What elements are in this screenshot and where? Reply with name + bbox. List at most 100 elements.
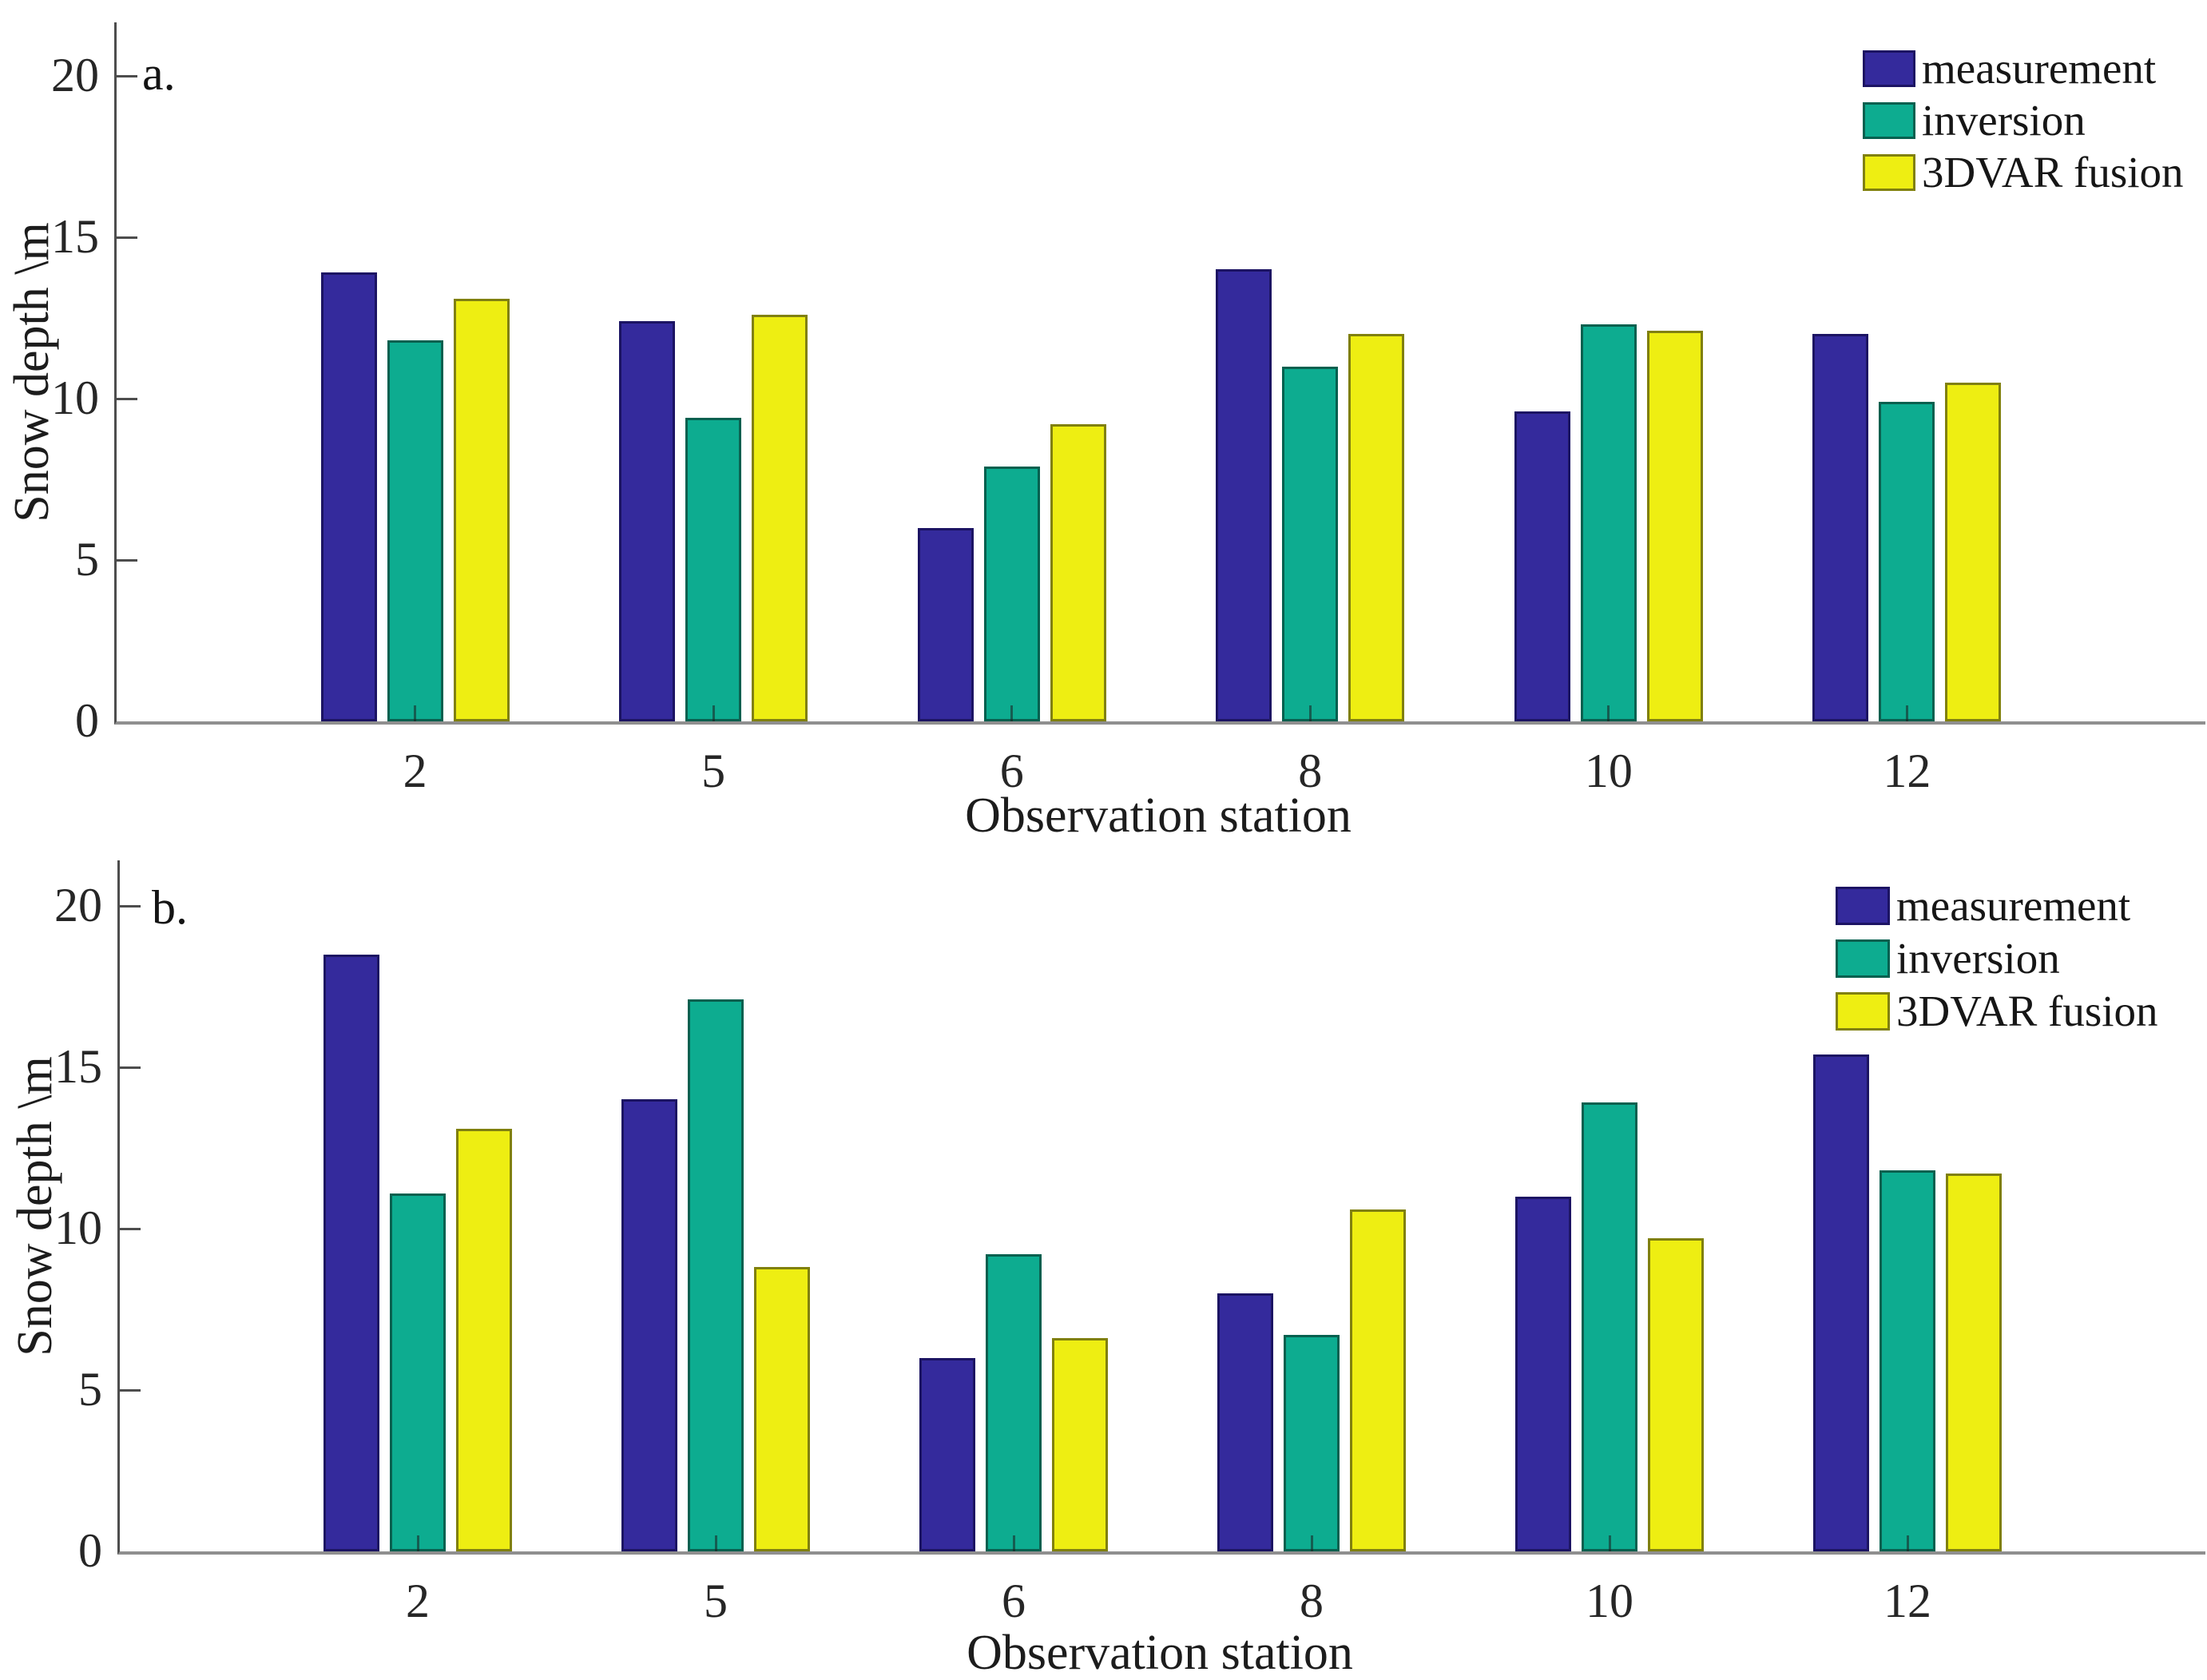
x-axis-tick-station-8 — [1310, 1535, 1313, 1551]
bar-b-station12-inversion — [1880, 1170, 1935, 1551]
x-axis-tick-station-10 — [1607, 705, 1610, 721]
x-axis-tick-label-station-6: 6 — [999, 745, 1024, 797]
bar-a-station6-measurement — [917, 527, 974, 721]
x-axis-tick-station-6 — [1012, 1535, 1015, 1551]
x-axis-tick-station-6 — [1010, 705, 1014, 721]
legend-swatch-3dvar-fusion — [1863, 153, 1915, 191]
bar-a-station8-3dvar-fusion — [1348, 334, 1405, 721]
bar-b-station10-measurement — [1515, 1196, 1571, 1551]
legend-label-measurement: measurement — [1896, 881, 2131, 930]
x-axis-tick-station-2 — [416, 1535, 419, 1551]
panel-b: Snow depth \m 0 5 10 15 20 2 5 6 8 10 12 b. Observ… — [0, 839, 2207, 1680]
y-axis-tick-5 — [117, 558, 137, 562]
legend-label-measurement: measurement — [1922, 44, 2157, 93]
bar-b-station2-inversion — [390, 1193, 446, 1551]
panel-b-letter: b. — [152, 881, 188, 934]
panel-a-xlabel: Observation station — [965, 788, 1352, 843]
legend-swatch-3dvar-fusion — [1836, 991, 1890, 1031]
bar-b-station10-inversion — [1582, 1102, 1637, 1551]
bar-b-station8-3dvar-fusion — [1350, 1209, 1406, 1551]
legend-swatch-measurement — [1863, 50, 1915, 87]
bar-a-station10-3dvar-fusion — [1646, 331, 1703, 721]
legend-label-3dvar-fusion: 3DVAR fusion — [1922, 148, 2184, 197]
y-axis-tick-20 — [117, 74, 137, 77]
bar-a-station5-3dvar-fusion — [752, 314, 808, 721]
bar-b-station6-inversion — [986, 1254, 1042, 1551]
legend-swatch-inversion — [1863, 101, 1915, 139]
bar-a-station12-3dvar-fusion — [1945, 382, 2002, 721]
x-axis-tick-label-station-8: 8 — [1298, 745, 1323, 797]
y-axis-tick-label-5: 5 — [78, 1363, 102, 1416]
y-axis-tick-5 — [120, 1388, 141, 1392]
legend-row-inversion: inversion — [1863, 98, 2184, 142]
bar-a-station10-inversion — [1580, 324, 1637, 721]
y-axis-tick-15 — [117, 236, 137, 239]
x-axis-tick-station-8 — [1308, 705, 1312, 721]
y-axis-tick-label-20: 20 — [54, 879, 102, 931]
panel-a: Snow depth \m 0 5 10 15 20 2 5 6 8 10 12 a. Observ… — [0, 0, 2207, 843]
x-axis-tick-station-2 — [414, 705, 417, 721]
x-axis-tick-label-station-2: 2 — [403, 745, 427, 797]
legend-label-3dvar-fusion: 3DVAR fusion — [1896, 987, 2158, 1035]
bar-b-station12-3dvar-fusion — [1946, 1174, 2002, 1551]
y-axis-tick-label-10: 10 — [54, 1201, 102, 1254]
y-axis-tick-label-0: 0 — [75, 694, 99, 747]
bar-a-station2-measurement — [320, 272, 377, 721]
bar-a-station5-inversion — [685, 418, 742, 721]
bar-a-station6-inversion — [983, 466, 1040, 721]
bar-b-station12-measurement — [1813, 1054, 1869, 1551]
x-axis-tick-station-5 — [712, 705, 715, 721]
y-axis-tick-10 — [120, 1227, 141, 1230]
bar-b-station5-3dvar-fusion — [754, 1267, 810, 1551]
bar-b-station2-3dvar-fusion — [456, 1128, 512, 1551]
x-axis-tick-label-station-12: 12 — [1883, 1575, 1931, 1627]
legend-label-inversion: inversion — [1922, 96, 2086, 145]
x-axis-tick-station-10 — [1608, 1535, 1611, 1551]
panel-b-plot-area: 0 5 10 15 20 2 5 6 8 10 12 — [54, 860, 2205, 1626]
x-axis-tick-label-station-6: 6 — [1002, 1575, 1026, 1627]
panel-b-xlabel: Observation station — [967, 1626, 1353, 1680]
bar-a-station5-measurement — [619, 321, 676, 721]
bar-b-station5-measurement — [621, 1099, 677, 1551]
legend-label-inversion: inversion — [1896, 934, 2060, 983]
bar-a-station8-inversion — [1282, 366, 1339, 721]
bar-a-station6-3dvar-fusion — [1050, 424, 1106, 721]
panel-a-legend: measurement inversion 3DVAR fusion — [1863, 46, 2184, 194]
x-axis-tick-station-12 — [1906, 1535, 1909, 1551]
x-axis-tick-label-station-10: 10 — [1584, 745, 1633, 797]
y-axis-tick-10 — [117, 397, 137, 400]
bar-a-station12-inversion — [1879, 402, 1935, 721]
panel-a-letter: a. — [142, 47, 176, 100]
x-axis-tick-station-12 — [1905, 705, 1908, 721]
x-axis-tick-label-station-10: 10 — [1586, 1575, 1633, 1627]
legend-row-inversion: inversion — [1836, 936, 2158, 980]
x-axis-tick-label-station-5: 5 — [704, 1575, 728, 1627]
panel-a-plot-area: 0 5 10 15 20 2 5 6 8 10 12 — [51, 22, 2205, 796]
y-axis-tick-15 — [120, 1066, 141, 1069]
x-axis-tick-label-station-12: 12 — [1883, 745, 1931, 797]
y-axis-tick-label-0: 0 — [78, 1524, 102, 1577]
x-axis-tick-label-station-5: 5 — [701, 745, 726, 797]
panel-b-legend: measurement inversion 3DVAR fusion — [1836, 884, 2158, 1033]
bar-a-station12-measurement — [1812, 334, 1869, 721]
bar-b-station5-inversion — [688, 999, 744, 1551]
y-axis-tick-label-15: 15 — [51, 210, 99, 263]
x-axis-tick-label-station-8: 8 — [1300, 1575, 1324, 1627]
y-axis-tick-label-5: 5 — [75, 533, 99, 586]
bar-a-station10-measurement — [1514, 411, 1570, 721]
bar-a-station2-3dvar-fusion — [453, 298, 510, 721]
bar-b-station8-inversion — [1284, 1335, 1340, 1551]
legend-row-measurement: measurement — [1863, 46, 2184, 90]
y-axis-tick-label-20: 20 — [51, 49, 99, 101]
bar-b-station6-measurement — [919, 1357, 975, 1551]
bar-b-station10-3dvar-fusion — [1648, 1238, 1704, 1551]
x-axis-tick-station-5 — [714, 1535, 717, 1551]
y-axis-tick-20 — [120, 904, 141, 908]
y-axis-tick-label-15: 15 — [54, 1040, 102, 1093]
bar-a-station8-measurement — [1216, 269, 1272, 721]
legend-row-measurement: measurement — [1836, 884, 2158, 927]
bar-b-station8-measurement — [1217, 1293, 1273, 1551]
legend-swatch-inversion — [1836, 939, 1890, 978]
bar-b-station6-3dvar-fusion — [1052, 1338, 1108, 1551]
